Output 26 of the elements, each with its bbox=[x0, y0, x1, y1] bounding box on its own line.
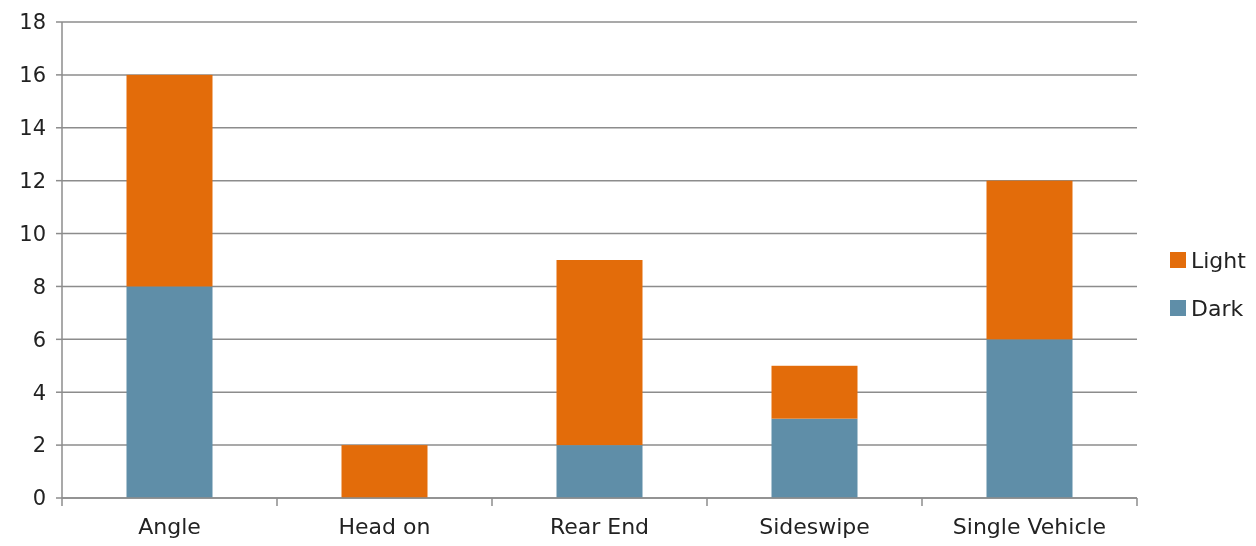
legend-label: Light bbox=[1191, 247, 1247, 273]
y-tick-label: 8 bbox=[32, 274, 46, 299]
bar bbox=[126, 286, 213, 498]
y-tick-label: 6 bbox=[32, 327, 46, 352]
bar bbox=[986, 180, 1073, 340]
legend-label: Dark bbox=[1191, 295, 1244, 321]
bar bbox=[771, 365, 858, 419]
x-tick-label: Angle bbox=[138, 514, 201, 539]
y-tick-label: 4 bbox=[32, 380, 46, 405]
bar bbox=[126, 74, 213, 287]
bar bbox=[341, 445, 428, 498]
y-tick-label: 0 bbox=[32, 486, 46, 511]
y-tick-label: 10 bbox=[19, 221, 46, 246]
bar bbox=[771, 418, 858, 498]
x-tick-label: Sideswipe bbox=[759, 514, 870, 539]
y-tick-label: 12 bbox=[19, 169, 46, 194]
bar bbox=[556, 260, 643, 446]
x-tick-label: Head on bbox=[338, 514, 431, 539]
bar bbox=[986, 339, 1073, 498]
y-tick-label: 18 bbox=[19, 10, 46, 35]
y-tick-label: 2 bbox=[32, 433, 46, 458]
y-tick-label: 14 bbox=[19, 116, 46, 141]
x-tick-label: Rear End bbox=[549, 514, 650, 539]
x-tick-label: Single Vehicle bbox=[952, 514, 1107, 539]
y-tick-label: 16 bbox=[19, 63, 46, 88]
bar bbox=[556, 445, 643, 498]
